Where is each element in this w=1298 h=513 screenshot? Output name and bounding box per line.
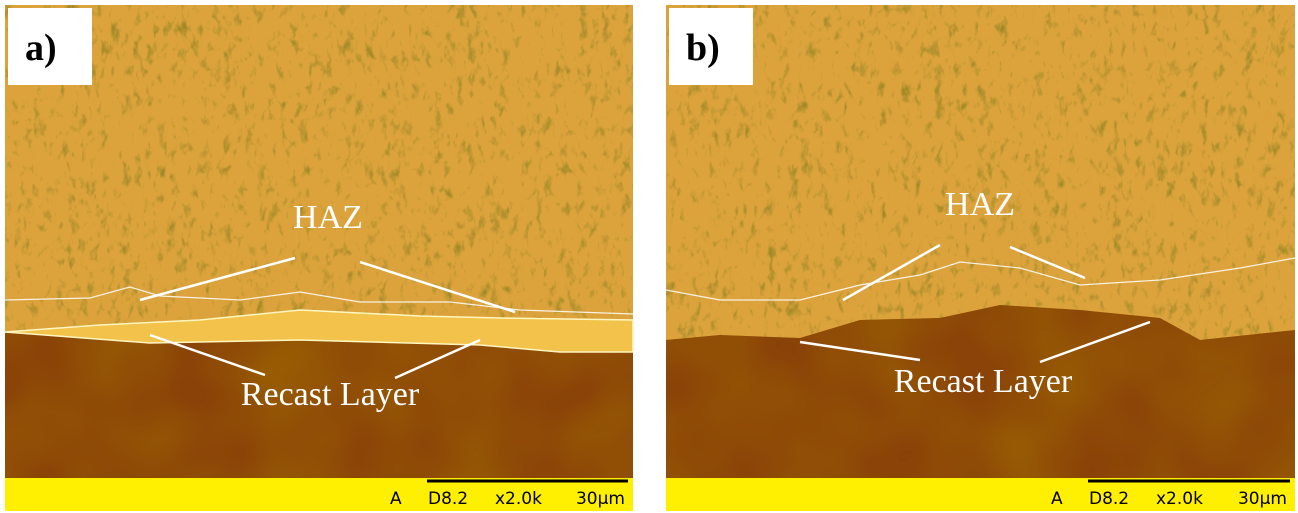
working-distance: D8.2 (428, 489, 468, 509)
working-distance: D8.2 (1089, 489, 1129, 509)
scale: 30µm (576, 489, 625, 509)
panel-label: b) (686, 27, 720, 69)
haz-label: HAZ (293, 199, 363, 236)
detector: A (1051, 489, 1063, 509)
magnification: x2.0k (495, 489, 542, 509)
panel-label: a) (25, 27, 57, 69)
figure: a) HAZ Recast Layer A D8.2 x2.0k 30µm b) HAZ Reca… (0, 0, 1298, 513)
magnification: x2.0k (1156, 489, 1203, 509)
recast-label: Recast Layer (894, 363, 1073, 400)
panel: a) HAZ Recast Layer A D8.2 x2.0k 30µm (5, 5, 633, 511)
scale: 30µm (1238, 489, 1287, 509)
recast-label: Recast Layer (241, 376, 420, 413)
detector: A (390, 489, 402, 509)
panel: b) HAZ Recast Layer A D8.2 x2.0k 30µm (666, 5, 1295, 511)
haz-label: HAZ (945, 186, 1015, 223)
